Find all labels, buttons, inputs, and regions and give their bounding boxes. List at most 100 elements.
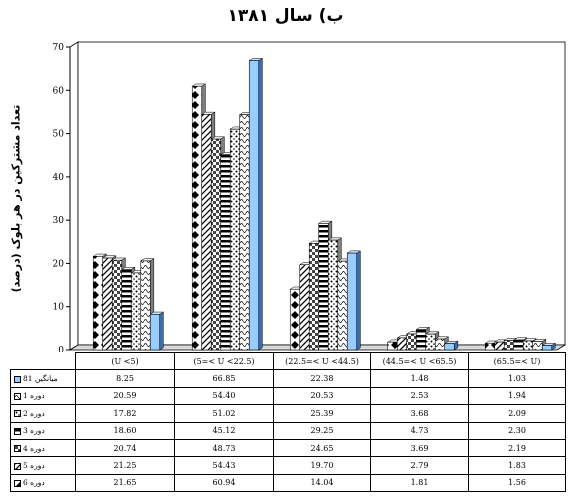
data-label: 54.40 — [175, 387, 274, 404]
x-category-label: (44.5=< U <65.5) — [371, 353, 469, 370]
data-label: 2.09 — [469, 405, 566, 422]
legend-label: دوره 1 — [23, 391, 45, 400]
legend-label: میانگین 81 — [23, 374, 58, 383]
bar-front — [103, 258, 113, 350]
data-label: 45.12 — [175, 422, 274, 439]
data-label: 20.53 — [274, 387, 371, 404]
data-label: 2.53 — [371, 387, 469, 404]
y-tick-label: 20 — [53, 259, 65, 269]
bar-front — [495, 342, 505, 350]
data-label: 60.94 — [175, 474, 274, 491]
bar-front — [523, 341, 533, 350]
plot-area: 0 10 20 30 40 50 60 70 — [0, 0, 571, 352]
data-label: 25.39 — [274, 405, 371, 422]
legend-entry: دوره 6 — [11, 474, 76, 491]
legend-label: دوره 4 — [23, 444, 45, 453]
y-tick-label: 30 — [53, 216, 65, 226]
bar-front — [347, 253, 357, 350]
data-label: 1.03 — [469, 370, 566, 387]
data-label: 21.25 — [76, 457, 175, 474]
table-row: دوره 4 20.74 48.73 24.65 3.69 2.19 — [11, 439, 566, 456]
bar-front — [309, 243, 319, 350]
legend-entry: دوره 5 — [11, 457, 76, 474]
bar-front — [141, 261, 151, 350]
bar-front — [426, 334, 436, 350]
data-label: 19.70 — [274, 457, 371, 474]
data-label: 21.65 — [76, 474, 175, 491]
data-label: 4.73 — [371, 422, 469, 439]
bar-front — [504, 341, 514, 350]
legend-entry: میانگین 81 — [11, 370, 76, 387]
bar-front — [211, 139, 221, 350]
legend-swatch — [14, 428, 21, 435]
bar-side — [259, 58, 263, 350]
legend-label: دوره 3 — [23, 426, 45, 435]
data-label: 20.74 — [76, 439, 175, 456]
bar-front — [112, 260, 122, 350]
legend-swatch — [14, 376, 21, 383]
bar-front — [150, 314, 160, 350]
bar-front — [131, 273, 141, 350]
data-label: 3.68 — [371, 405, 469, 422]
bar-front — [300, 265, 310, 350]
bar-front — [122, 269, 132, 350]
bar — [542, 343, 555, 350]
table-row: دوره 3 18.60 45.12 29.25 4.73 2.30 — [11, 422, 566, 439]
legend-entry: دوره 3 — [11, 422, 76, 439]
bar-front — [485, 343, 495, 350]
bar-front — [533, 342, 543, 350]
bar-front — [338, 261, 348, 350]
data-label: 2.19 — [469, 439, 566, 456]
data-label: 14.04 — [274, 474, 371, 491]
bar-front — [202, 114, 212, 350]
side-wall — [70, 42, 78, 350]
data-label: 18.60 — [76, 422, 175, 439]
bar-front — [416, 330, 426, 350]
data-label: 1.81 — [371, 474, 469, 491]
data-label: 3.69 — [371, 439, 469, 456]
y-tick-label: 60 — [53, 86, 65, 96]
y-tick-label: 10 — [53, 303, 65, 313]
bar-front — [249, 61, 259, 350]
bar-front — [221, 155, 231, 350]
data-label: 1.83 — [469, 457, 566, 474]
data-label: 1.94 — [469, 387, 566, 404]
legend-entry: دوره 4 — [11, 439, 76, 456]
bar — [445, 341, 458, 350]
bar-front — [319, 223, 329, 350]
bar — [150, 312, 163, 350]
data-label: 48.73 — [175, 439, 274, 456]
data-label: 2.79 — [371, 457, 469, 474]
table-row: دوره 6 21.65 60.94 14.04 1.81 1.56 — [11, 474, 566, 491]
bar-front — [514, 340, 524, 350]
legend-entry: دوره 1 — [11, 387, 76, 404]
table-row: میانگین 81 8.25 66.85 22.38 1.48 1.03 — [11, 370, 566, 387]
bar-front — [397, 338, 407, 350]
bar — [347, 251, 360, 350]
legend-swatch — [14, 463, 21, 470]
data-label: 51.02 — [175, 405, 274, 422]
bar-front — [445, 344, 455, 350]
bar-side — [357, 251, 361, 350]
data-table: (U <5) (5=< U <22.5) (22.5=< U <44.5) (44.5… — [10, 352, 566, 492]
table-header-row: (U <5) (5=< U <22.5) (22.5=< U <44.5) (44.5… — [11, 353, 566, 370]
data-label: 22.38 — [274, 370, 371, 387]
data-label: 20.59 — [76, 387, 175, 404]
bar-front — [407, 334, 417, 350]
bar-front — [240, 115, 250, 350]
data-label: 2.30 — [469, 422, 566, 439]
bar-front — [388, 342, 398, 350]
data-label: 24.65 — [274, 439, 371, 456]
bar-front — [230, 129, 240, 350]
bar-front — [542, 346, 552, 350]
y-tick-label: 40 — [53, 173, 65, 183]
y-axis: 0 10 20 30 40 50 60 70 — [53, 43, 70, 352]
data-label: 1.48 — [371, 370, 469, 387]
data-label: 54.43 — [175, 457, 274, 474]
legend-label: دوره 5 — [23, 461, 45, 470]
bar-front — [192, 86, 202, 350]
data-label: 1.56 — [469, 474, 566, 491]
data-label: 29.25 — [274, 422, 371, 439]
legend-swatch — [14, 480, 21, 487]
